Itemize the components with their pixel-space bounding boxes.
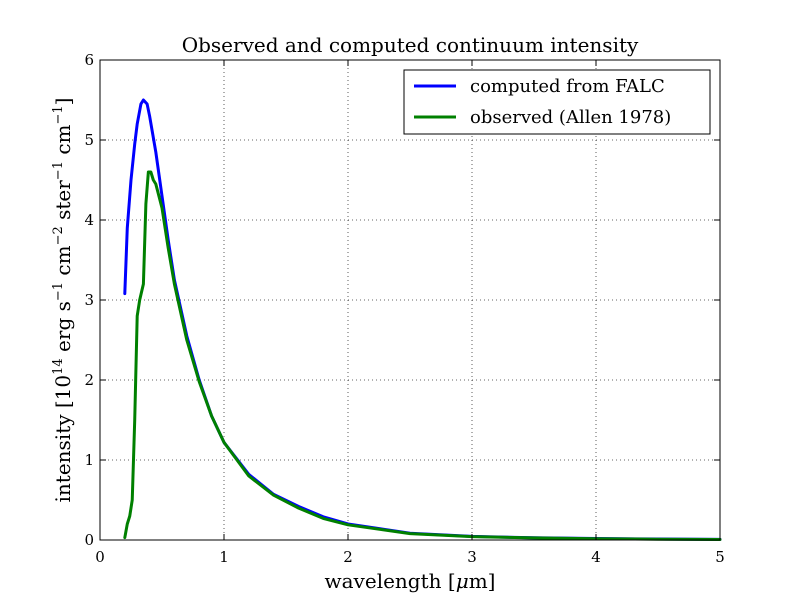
y-tick-label: 6 [84, 51, 94, 69]
y-tick-label: 5 [84, 131, 94, 149]
x-tick-label: 1 [219, 548, 229, 566]
chart-title: Observed and computed continuum intensit… [182, 33, 639, 57]
x-tick-label: 3 [467, 548, 477, 566]
y-axis-label: intensity [1014 erg s−1 cm−2 ster−1 cm−1… [51, 98, 75, 503]
legend-label-observed: observed (Allen 1978) [470, 107, 671, 128]
x-tick-label: 4 [591, 548, 601, 566]
legend-label-computed: computed from FALC [470, 76, 665, 97]
y-tick-label: 2 [84, 371, 94, 389]
series-line-observed [123, 170, 722, 541]
y-tick-label: 0 [84, 531, 94, 549]
legend: computed from FALC observed (Allen 1978) [403, 69, 711, 135]
x-axis-label: wavelength [μm] [325, 569, 496, 593]
legend-box [403, 69, 711, 135]
y-tick-label: 3 [84, 291, 94, 309]
series-lines [123, 98, 722, 541]
x-tick-label: 0 [95, 548, 105, 566]
y-tick-label: 4 [84, 211, 94, 229]
x-tick-label: 5 [715, 548, 725, 566]
ticks: 0 1 2 3 4 5 0 1 2 3 4 5 6 [84, 51, 724, 566]
grid [100, 60, 720, 540]
x-tick-label: 2 [343, 548, 353, 566]
y-tick-label: 1 [84, 451, 94, 469]
